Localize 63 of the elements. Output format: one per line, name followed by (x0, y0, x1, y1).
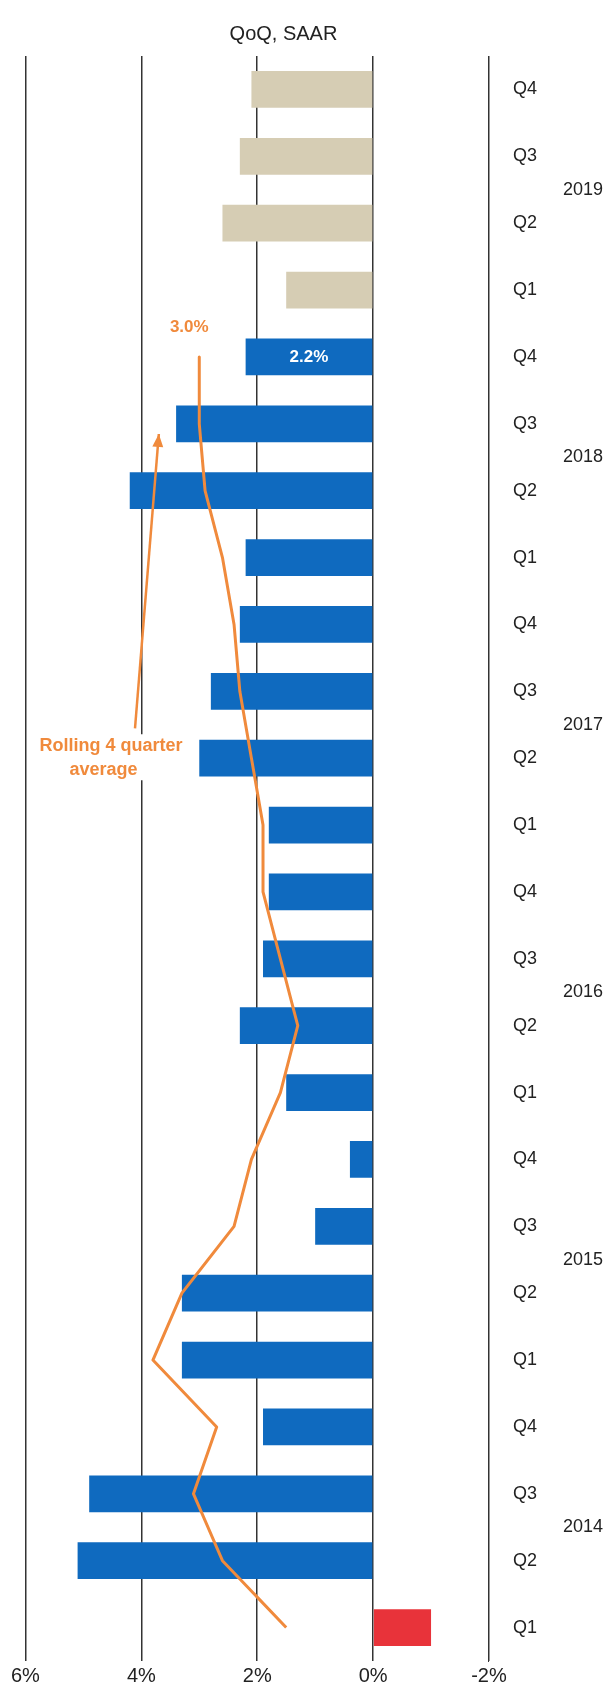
bar (210, 672, 373, 710)
bar (222, 204, 373, 242)
x-tick-label: 6% (11, 1663, 41, 1686)
y-tick-label: Q4 (512, 1415, 537, 1436)
bar (263, 940, 373, 978)
bar (245, 338, 373, 376)
data-label: 2.2% (289, 346, 329, 366)
bar (181, 1274, 373, 1312)
text: 2015 (562, 1248, 604, 1269)
x-tick-label: 2% (242, 1663, 272, 1686)
y-tick-label: Q4 (512, 78, 537, 99)
y-tick-label: Q3 (512, 412, 537, 433)
y-tick-label: Q2 (512, 1549, 537, 1570)
bar (239, 606, 373, 643)
y-tick-label: Q3 (512, 947, 537, 968)
bar (239, 137, 373, 175)
y-tick-label: Q2 (512, 747, 537, 768)
y-tick-label: Q1 (512, 279, 537, 300)
bar (251, 71, 373, 108)
x-tick-label: 4% (126, 1663, 157, 1686)
y-tick-label: Q3 (512, 145, 537, 166)
y-tick-label: Q2 (512, 1282, 537, 1303)
y-tick-label: Q2 (512, 479, 537, 500)
bar (239, 1007, 373, 1045)
y-tick-label: Q3 (512, 680, 537, 701)
x-tick-label: -2% (471, 1663, 507, 1686)
text: 2019 (562, 178, 604, 199)
text: 2016 (562, 981, 604, 1002)
bar (373, 1609, 432, 1646)
text: 2014 (562, 1516, 604, 1537)
text: 2018 (562, 446, 604, 467)
bar (245, 539, 373, 576)
y-tick-label: Q2 (512, 1014, 537, 1035)
y-tick-label: Q4 (512, 613, 537, 634)
x-tick-label: 0% (358, 1663, 388, 1686)
bar (315, 1207, 373, 1245)
y-tick-label: Q3 (512, 1482, 537, 1503)
text: Rolling 4 quarter average (39, 735, 183, 780)
y-tick-label: Q1 (512, 1081, 537, 1102)
text: 2017 (562, 713, 604, 734)
bar (199, 739, 373, 777)
bar (263, 1408, 373, 1446)
data-label: 3.0% (169, 316, 209, 336)
y-tick-label: Q3 (512, 1215, 537, 1236)
y-tick-label: Q4 (512, 880, 537, 901)
y-tick-label: Q4 (512, 345, 537, 366)
bar (176, 405, 373, 443)
bar (77, 1542, 373, 1580)
y-tick-label: Q1 (512, 1616, 537, 1637)
chart-title: QoQ, SAAR (229, 21, 338, 44)
y-tick-label: Q1 (512, 814, 537, 835)
bar (181, 1341, 373, 1379)
bar (129, 472, 373, 510)
bar (286, 1074, 373, 1111)
bar (349, 1141, 373, 1178)
y-tick-label: Q1 (512, 546, 537, 567)
bar (286, 271, 373, 309)
bar (89, 1475, 373, 1513)
bar (268, 806, 373, 844)
y-tick-label: Q1 (512, 1349, 537, 1370)
y-tick-label: Q4 (512, 1148, 537, 1169)
y-tick-label: Q2 (512, 212, 537, 233)
bar (268, 873, 373, 911)
